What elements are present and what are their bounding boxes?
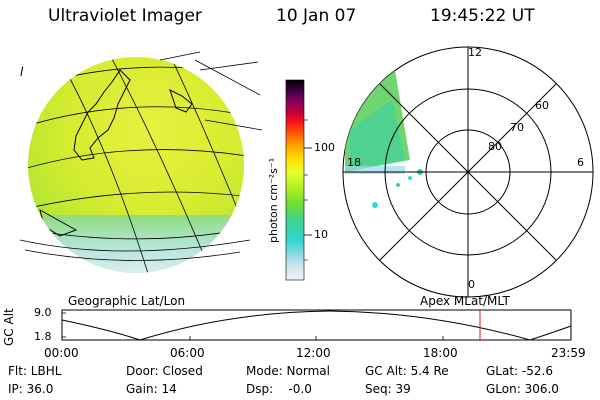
status-glon: GLon: 306.0	[486, 382, 559, 396]
orbit-x-tick-1800: 18:00	[423, 346, 458, 360]
earth-globe-image	[19, 51, 263, 273]
app-title: Ultraviolet Imager	[48, 6, 202, 26]
mlt-label-6: 6	[577, 156, 584, 169]
observation-time: 19:45:22 UT	[430, 6, 535, 26]
corner-mark: l	[20, 65, 24, 79]
colorbar-tick-10: 10	[314, 228, 328, 241]
polar-plot	[342, 46, 594, 298]
status-mode: Mode: Normal	[246, 364, 330, 378]
status-flt: Flt: LBHL	[8, 364, 62, 378]
status-dsp: Dsp: -0.0	[246, 382, 312, 396]
mlt-label-0: 0	[468, 278, 475, 291]
colorbar	[285, 79, 312, 281]
status-ip: IP: 36.0	[8, 382, 54, 396]
mlt-label-18: 18	[347, 156, 361, 169]
observation-date: 10 Jan 07	[276, 6, 357, 26]
status-gc-alt: GC Alt: 5.4 Re	[365, 364, 449, 378]
colorbar-tick-100: 100	[314, 141, 335, 154]
status-gain: Gain: 14	[126, 382, 177, 396]
status-glat: GLat: -52.6	[486, 364, 553, 378]
status-seq: Seq: 39	[365, 382, 411, 396]
orbit-y-tick-9: 9.0	[34, 306, 52, 319]
status-door: Door: Closed	[126, 364, 203, 378]
orbit-x-tick-0000: 00:00	[44, 346, 79, 360]
orbit-x-tick-2359: 23:59	[551, 346, 586, 360]
orbit-y-axis-label: GC Alt	[2, 308, 16, 346]
orbit-x-tick-1200: 12:00	[296, 346, 331, 360]
orbit-x-tick-0600: 06:00	[170, 346, 205, 360]
apex-label: Apex MLat/MLT	[420, 294, 510, 308]
colorbar-unit-label: photon cm⁻²s⁻¹	[267, 157, 280, 243]
lat-label-70: 70	[510, 121, 524, 134]
orbit-y-tick-1-8: 1.8	[34, 330, 52, 343]
lat-label-60: 60	[535, 99, 549, 112]
orbit-plot	[61, 309, 572, 341]
mlt-label-12: 12	[468, 46, 482, 59]
lat-label-80: 80	[488, 140, 502, 153]
geographic-label: Geographic Lat/Lon	[68, 294, 186, 308]
